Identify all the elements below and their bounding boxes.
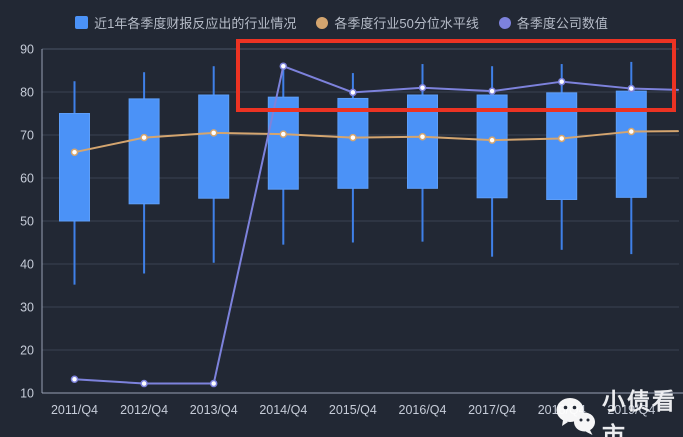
legend-item-percentile-line[interactable]: 各季度行业50分位水平线 [316,13,479,32]
purple-circle-icon [498,16,511,29]
svg-text:10: 10 [20,387,34,401]
svg-text:2015/Q4: 2015/Q4 [329,403,377,417]
legend-item-company-count[interactable]: 各季度公司数值 [498,13,608,32]
wechat-icon [553,395,597,437]
svg-text:60: 60 [20,172,34,186]
svg-text:2011/Q4: 2011/Q4 [51,403,98,417]
legend-label: 各季度行业50分位水平线 [334,16,479,31]
blue-square-icon [75,16,89,29]
legend-label: 各季度公司数值 [516,16,608,31]
svg-text:30: 30 [20,301,34,315]
chart-legend: 近1年各季度财报反应出的行业情况 各季度行业50分位水平线 各季度公司数值 [0,13,683,32]
svg-text:2019/Q4: 2019/Q4 [607,403,655,417]
svg-text:90: 90 [20,43,34,57]
svg-text:2017/Q4: 2017/Q4 [468,403,516,417]
legend-item-industry-boxplot[interactable]: 近1年各季度财报反应出的行业情况 [75,13,296,32]
svg-text:2013/Q4: 2013/Q4 [190,403,238,417]
svg-text:2016/Q4: 2016/Q4 [399,403,447,417]
svg-text:2012/Q4: 2012/Q4 [120,403,168,417]
tan-circle-icon [316,16,329,29]
watermark-text: 小债看市 [602,388,677,437]
svg-text:80: 80 [20,86,34,100]
svg-text:70: 70 [20,129,34,143]
watermark: 小债看市 [553,382,683,437]
svg-text:40: 40 [20,258,34,272]
svg-text:50: 50 [20,215,34,229]
legend-label: 近1年各季度财报反应出的行业情况 [94,16,297,31]
svg-text:2014/Q4: 2014/Q4 [259,403,307,417]
svg-text:20: 20 [20,344,34,358]
